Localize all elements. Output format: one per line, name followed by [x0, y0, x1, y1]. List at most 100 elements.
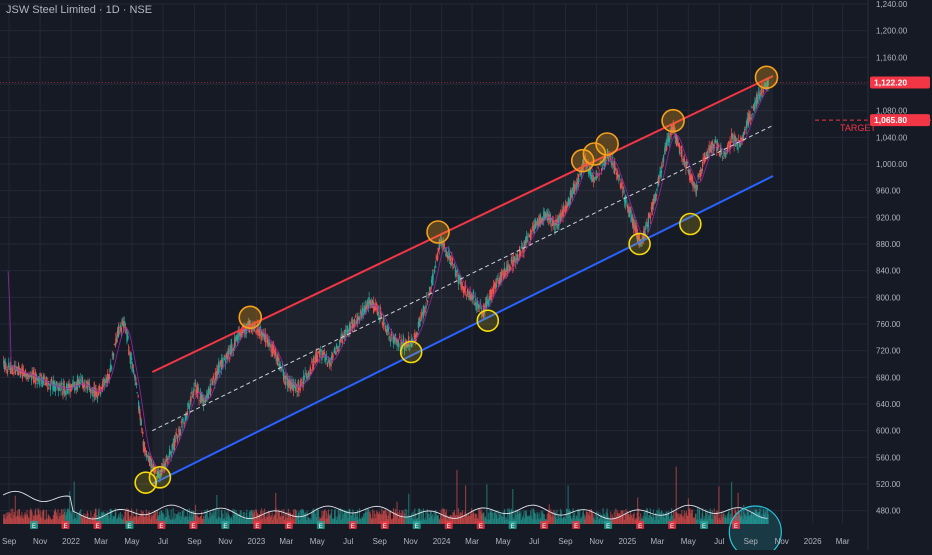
- candle-body: [660, 170, 663, 173]
- volume-bar: [191, 516, 194, 524]
- candle-body: [400, 339, 402, 344]
- volume-bar: [746, 510, 748, 524]
- candle-body: [282, 370, 285, 377]
- volume-bar: [638, 516, 640, 524]
- target-price-badge-bg: [870, 114, 930, 127]
- candle-body: [435, 256, 437, 258]
- candle-body: [573, 183, 575, 195]
- volume-bar: [759, 508, 761, 524]
- candle-body: [210, 388, 212, 392]
- volume-bar: [263, 508, 266, 524]
- candle-body: [451, 258, 454, 262]
- volume-bar: [743, 504, 745, 524]
- candle-body: [521, 246, 524, 250]
- candle-body: [269, 342, 271, 345]
- candle-body: [749, 111, 751, 118]
- candle-body: [165, 455, 168, 457]
- candle-body: [438, 244, 440, 251]
- candle-body: [277, 357, 279, 366]
- candle-body: [363, 306, 366, 314]
- volume-bar: [581, 516, 583, 524]
- volume-bar: [56, 515, 58, 524]
- candle-body: [344, 330, 346, 332]
- candle-body: [11, 366, 13, 375]
- candle-body: [308, 372, 310, 375]
- volume-bar: [353, 517, 355, 524]
- volume-bar: [514, 513, 516, 524]
- volume-bar: [216, 495, 218, 524]
- volume-bar: [587, 514, 590, 524]
- candle-body: [529, 230, 532, 241]
- volume-bar: [75, 513, 77, 524]
- volume-bar: [528, 516, 531, 524]
- candle-body: [99, 390, 102, 395]
- volume-bar: [679, 513, 681, 524]
- earnings-marker-box: [157, 521, 166, 529]
- volume-bar: [609, 517, 611, 524]
- candle-body: [102, 382, 104, 389]
- volume-bar: [237, 514, 239, 524]
- volume-bar: [151, 514, 153, 524]
- candle-body: [574, 184, 576, 192]
- earnings-marker: E: [668, 521, 677, 530]
- candle-body: [634, 225, 636, 234]
- candle-body: [155, 470, 157, 472]
- candle-body: [591, 178, 594, 182]
- candle-body: [612, 157, 614, 159]
- candle-body: [495, 284, 498, 288]
- candle-body: [522, 252, 524, 254]
- volume-bar: [740, 516, 742, 524]
- candle-body: [677, 142, 679, 147]
- candle-body: [759, 90, 761, 101]
- volume-bar: [675, 466, 677, 524]
- candle-body: [698, 173, 700, 178]
- candle-body: [744, 128, 746, 134]
- candle-body: [39, 378, 41, 381]
- volume-bar: [199, 515, 202, 524]
- earnings-marker-label: E: [702, 524, 706, 530]
- volume-bar: [290, 516, 292, 524]
- candle-body: [13, 364, 16, 370]
- candle-body: [191, 391, 193, 394]
- candle-body: [434, 270, 436, 273]
- candle-body: [14, 371, 17, 373]
- x-tick-label: 2025: [618, 537, 636, 546]
- earnings-marker-label: E: [734, 524, 738, 530]
- volume-bar: [100, 512, 102, 524]
- candle-body: [350, 322, 353, 324]
- volume-bar: [201, 511, 203, 524]
- candle-body: [44, 383, 46, 385]
- x-tick-label: Jul: [158, 537, 168, 546]
- y-tick-label: 640.00: [876, 400, 901, 409]
- x-tick-label: Jul: [343, 537, 353, 546]
- candle-body: [357, 316, 359, 320]
- candle-body: [620, 183, 622, 190]
- candle-body: [635, 225, 637, 228]
- candle-body: [456, 271, 458, 278]
- candle-body: [6, 370, 8, 371]
- candle-body: [207, 392, 209, 395]
- volume-bar: [684, 518, 686, 524]
- volume-bar: [705, 513, 707, 524]
- candle-body: [531, 231, 533, 233]
- volume-bar: [520, 519, 522, 524]
- candle-body: [372, 301, 374, 308]
- volume-bar: [693, 518, 696, 524]
- earnings-marker: E: [636, 521, 645, 530]
- volume-bar: [179, 512, 181, 524]
- candle-body: [520, 246, 523, 249]
- candle-body: [761, 96, 763, 97]
- candle-body: [313, 361, 315, 366]
- volume-bar: [512, 517, 514, 524]
- candle-body: [622, 186, 624, 190]
- volume-bar: [404, 509, 406, 524]
- candle-body: [263, 334, 266, 341]
- volume-bar: [551, 511, 553, 524]
- volume-bar: [396, 501, 398, 524]
- candle-body: [733, 134, 735, 146]
- candle-body: [504, 270, 506, 276]
- candle-body: [88, 384, 91, 390]
- candle-body: [118, 326, 120, 329]
- candle-body: [93, 387, 96, 397]
